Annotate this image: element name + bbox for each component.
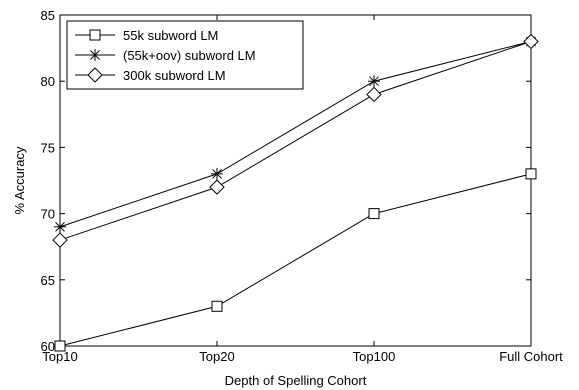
data-point: [523, 33, 539, 50]
legend: 55k subword LM (55k+oov) subword LM 300k s…: [66, 20, 304, 90]
x-tick-label: Top20: [199, 349, 234, 364]
legend-item: 55k subword LM: [75, 28, 218, 43]
series-3: [52, 33, 539, 248]
data-point: [211, 300, 223, 312]
axes: 60 65 70 75 80 85 Top10 Top20 Top100 Full Cohort: [41, 8, 564, 364]
y-tick-label: 85: [41, 8, 55, 23]
y-tick-label: 75: [41, 140, 55, 155]
legend-marker: [87, 67, 103, 83]
data-point: [368, 208, 380, 220]
y-tick-label: 80: [41, 74, 55, 89]
data-point: [368, 75, 380, 88]
y-tick-label: 60: [41, 339, 55, 354]
y-tick-label: 65: [41, 273, 55, 288]
legend-label: 55k subword LM: [123, 28, 218, 43]
legend-item: 300k subword LM: [75, 67, 226, 83]
legend-label: (55k+oov) subword LM: [123, 48, 256, 63]
data-point: [209, 179, 225, 195]
data-point: [54, 340, 66, 352]
plot-frame: [59, 14, 532, 347]
y-tick-label: 70: [41, 207, 55, 222]
series-line: [59, 41, 532, 241]
x-tick-label: Top100: [353, 349, 396, 364]
data-point: [54, 220, 66, 233]
data-point: [525, 168, 537, 180]
series-line: [59, 40, 532, 228]
data-point: [366, 86, 382, 103]
x-axis-title: Depth of Spelling Cohort: [225, 373, 367, 388]
legend-item: (55k+oov) subword LM: [75, 48, 256, 63]
series-1: [54, 168, 537, 352]
legend-marker: [89, 49, 101, 61]
x-tick-label: Full Cohort: [499, 349, 563, 364]
series-group: [52, 33, 539, 352]
y-axis-title: % Accuracy: [12, 146, 27, 214]
data-point: [211, 167, 223, 180]
series-line: [59, 173, 532, 347]
data-point: [52, 232, 68, 248]
x-tick-label: Top10: [42, 349, 77, 364]
legend-label: 300k subword LM: [123, 68, 226, 83]
legend-marker: [89, 29, 101, 41]
